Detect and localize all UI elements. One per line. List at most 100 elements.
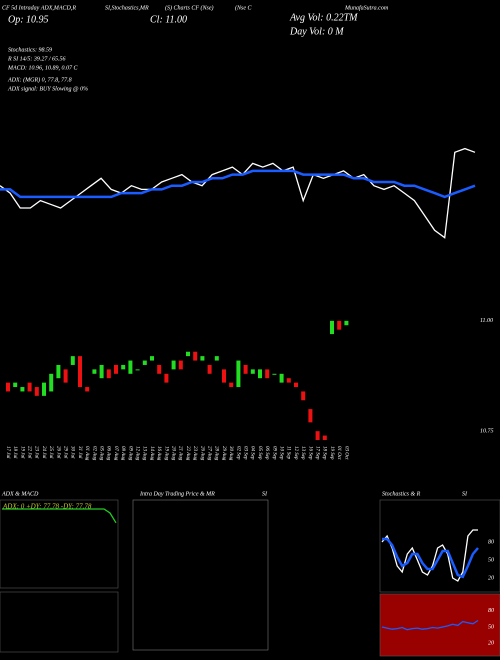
candle bbox=[92, 369, 97, 374]
adx-values: ADX: 0 +DY: 77.78 -DY: 77.78 bbox=[2, 503, 92, 511]
label: Stochastics & R bbox=[382, 491, 421, 497]
series-line bbox=[381, 619, 479, 631]
x-tick-label: 14 Aug bbox=[149, 446, 154, 461]
x-tick-label: 03 Oct bbox=[343, 446, 348, 460]
candle bbox=[178, 360, 183, 370]
y-tick-label: 11.00 bbox=[480, 318, 493, 324]
candle bbox=[142, 360, 147, 365]
label: SI,Stochastics,MR bbox=[105, 5, 149, 11]
candle bbox=[330, 320, 334, 335]
candle bbox=[63, 369, 68, 383]
x-tick-label: 05 Sep bbox=[257, 446, 262, 460]
x-tick-label: 16 Aug bbox=[156, 446, 161, 461]
x-tick-label: 18 Jul bbox=[12, 446, 17, 459]
x-tick-label: 01 Aug bbox=[84, 446, 89, 461]
label: MunafaSutra.com bbox=[344, 4, 389, 11]
label: SI bbox=[462, 491, 468, 497]
x-tick-label: 02 Aug bbox=[91, 446, 96, 461]
label: SI bbox=[262, 491, 268, 497]
candle bbox=[70, 356, 75, 365]
candle bbox=[243, 364, 248, 374]
candle bbox=[171, 360, 176, 370]
candle bbox=[322, 435, 327, 440]
x-tick-label: 29 Aug bbox=[221, 446, 226, 461]
y-tick-label: 20 bbox=[488, 641, 494, 647]
candle bbox=[121, 364, 126, 370]
label: CF 5d Intraday ADX,MACD,R bbox=[2, 5, 76, 11]
candle bbox=[49, 373, 54, 392]
x-tick-label: 06 Sep bbox=[264, 446, 269, 460]
x-tick-label: 29 Jul bbox=[62, 446, 67, 459]
candle bbox=[272, 373, 277, 375]
candle bbox=[150, 356, 154, 361]
y-tick-label: 80 bbox=[488, 608, 494, 614]
candle bbox=[279, 373, 284, 383]
x-tick-label: 06 Aug bbox=[106, 446, 111, 461]
x-tick-label: 28 Aug bbox=[214, 446, 219, 461]
x-tick-label: 16 Sep bbox=[307, 446, 312, 460]
candle bbox=[301, 391, 306, 401]
x-tick-label: 09 Aug bbox=[127, 446, 132, 461]
candle bbox=[114, 364, 118, 374]
candle bbox=[42, 382, 46, 396]
series-line bbox=[0, 147, 476, 239]
x-tick-label: 23 Jul bbox=[34, 446, 39, 459]
x-tick-label: 22 Aug bbox=[185, 446, 190, 461]
candle bbox=[229, 382, 234, 388]
x-tick-label: 25 Jul bbox=[48, 446, 53, 459]
x-tick-label: 09 Sep bbox=[271, 446, 276, 460]
x-tick-label: 01 Oct bbox=[336, 446, 341, 460]
candle bbox=[186, 351, 190, 357]
candle bbox=[27, 382, 32, 392]
label: Stochastics: 98.59 bbox=[8, 47, 52, 53]
x-tick-label: 30 Jul bbox=[70, 446, 75, 459]
candle bbox=[214, 356, 219, 361]
panel bbox=[132, 499, 269, 651]
candle bbox=[34, 387, 39, 396]
candle bbox=[236, 360, 241, 388]
candle bbox=[308, 409, 313, 423]
series-line bbox=[0, 169, 476, 199]
y-tick-label: 80 bbox=[488, 539, 494, 545]
y-tick-label: 50 bbox=[488, 557, 494, 563]
x-tick-label: 30 Aug bbox=[228, 446, 233, 461]
candle bbox=[128, 360, 133, 374]
candle bbox=[13, 382, 18, 388]
label: R SI 14/5: 39.27 / 65.56 bbox=[7, 55, 66, 62]
series-line bbox=[382, 537, 479, 579]
candle bbox=[294, 382, 298, 388]
x-tick-label: 18 Sep bbox=[322, 446, 327, 460]
x-tick-label: 20 Aug bbox=[170, 446, 175, 461]
panel bbox=[0, 591, 119, 653]
candle bbox=[6, 382, 10, 392]
x-tick-label: 13 Sep bbox=[300, 446, 305, 460]
panel bbox=[379, 593, 500, 657]
x-tick-label: 11 Sep bbox=[286, 446, 291, 460]
series-line bbox=[2, 508, 117, 524]
candle bbox=[200, 356, 205, 361]
label: Avg Vol: 0.22TM bbox=[289, 12, 358, 23]
x-tick-label: 04 Sep bbox=[250, 446, 255, 460]
candle bbox=[258, 369, 262, 379]
x-tick-label: 10 Sep bbox=[278, 446, 283, 460]
y-tick-label: 50 bbox=[488, 624, 494, 630]
candle bbox=[99, 364, 104, 379]
label: ADX signal: BUY Slowing @ 0% bbox=[7, 86, 88, 92]
label: (S) Charts CF (Nse) bbox=[165, 4, 214, 11]
x-tick-label: 23 Aug bbox=[192, 446, 197, 461]
x-tick-label: 19 Aug bbox=[163, 446, 168, 461]
candle bbox=[56, 364, 61, 379]
candle bbox=[315, 431, 320, 440]
series-line bbox=[381, 529, 478, 582]
x-tick-label: 17 Sep bbox=[314, 446, 319, 460]
candle bbox=[344, 320, 349, 326]
candle bbox=[135, 369, 140, 371]
x-tick-label: 12 Sep bbox=[293, 446, 298, 460]
y-tick-label: 20 bbox=[488, 575, 494, 581]
x-tick-label: 17 Jul bbox=[5, 446, 10, 459]
panel bbox=[0, 499, 119, 589]
x-tick-label: 13 Aug bbox=[142, 446, 147, 461]
x-tick-label: 26 Aug bbox=[199, 446, 204, 461]
x-tick-label: 19 Sep bbox=[329, 446, 334, 460]
label: ADX & MACD bbox=[1, 491, 39, 497]
